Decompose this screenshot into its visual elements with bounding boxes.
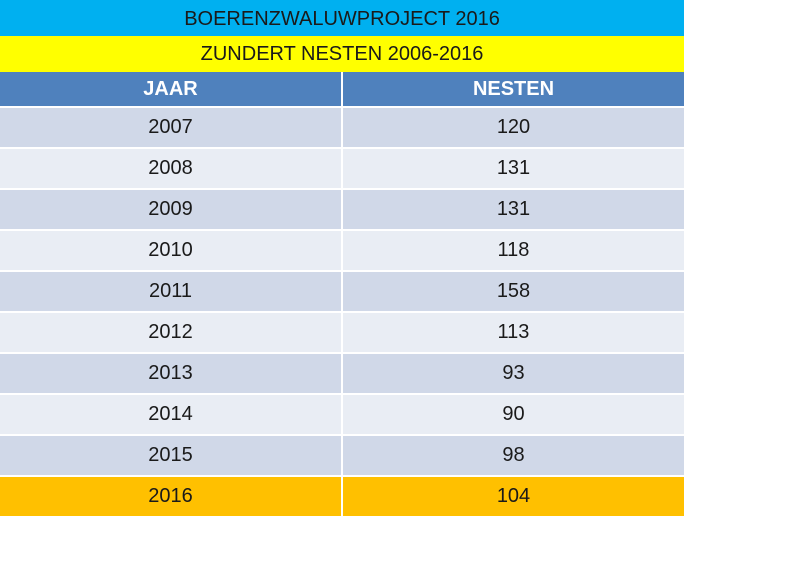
cell-jaar: 2013 — [0, 353, 343, 395]
cell-jaar: 2008 — [0, 148, 343, 190]
header-row: JAAR NESTEN — [0, 72, 684, 108]
table-row: 2009 131 — [0, 189, 684, 231]
table-row: 2008 131 — [0, 148, 684, 190]
cell-nesten: 104 — [341, 476, 684, 518]
cell-nesten: 131 — [341, 148, 684, 190]
cell-jaar: 2010 — [0, 230, 343, 272]
table-row: 2013 93 — [0, 353, 684, 395]
cell-nesten: 98 — [341, 435, 684, 477]
table-header: JAAR NESTEN — [0, 72, 684, 108]
cell-nesten: 120 — [341, 107, 684, 149]
table-row: 2015 98 — [0, 435, 684, 477]
cell-jaar: 2016 — [0, 476, 343, 518]
column-header-jaar: JAAR — [0, 72, 343, 108]
table-row-highlighted: 2016 104 — [0, 476, 684, 518]
cell-jaar: 2011 — [0, 271, 343, 313]
cell-nesten: 93 — [341, 353, 684, 395]
table-row: 2011 158 — [0, 271, 684, 313]
cell-nesten: 118 — [341, 230, 684, 272]
title-banner: ZUNDERT NESTEN 2006-2016 — [0, 36, 684, 72]
cell-nesten: 131 — [341, 189, 684, 231]
cell-jaar: 2014 — [0, 394, 343, 436]
table-row: 2007 120 — [0, 107, 684, 149]
nest-table: JAAR NESTEN 2007 120 2008 131 2009 131 2… — [0, 72, 684, 518]
table-row: 2012 113 — [0, 312, 684, 354]
cell-nesten: 90 — [341, 394, 684, 436]
cell-nesten: 158 — [341, 271, 684, 313]
project-banner: BOERENZWALUWPROJECT 2016 — [0, 0, 684, 36]
cell-jaar: 2015 — [0, 435, 343, 477]
column-header-nesten: NESTEN — [341, 72, 684, 108]
nest-count-sheet: BOERENZWALUWPROJECT 2016 ZUNDERT NESTEN … — [0, 0, 684, 518]
cell-nesten: 113 — [341, 312, 684, 354]
cell-jaar: 2007 — [0, 107, 343, 149]
table-body: 2007 120 2008 131 2009 131 2010 118 2011… — [0, 107, 684, 518]
table-row: 2014 90 — [0, 394, 684, 436]
cell-jaar: 2012 — [0, 312, 343, 354]
table-row: 2010 118 — [0, 230, 684, 272]
cell-jaar: 2009 — [0, 189, 343, 231]
